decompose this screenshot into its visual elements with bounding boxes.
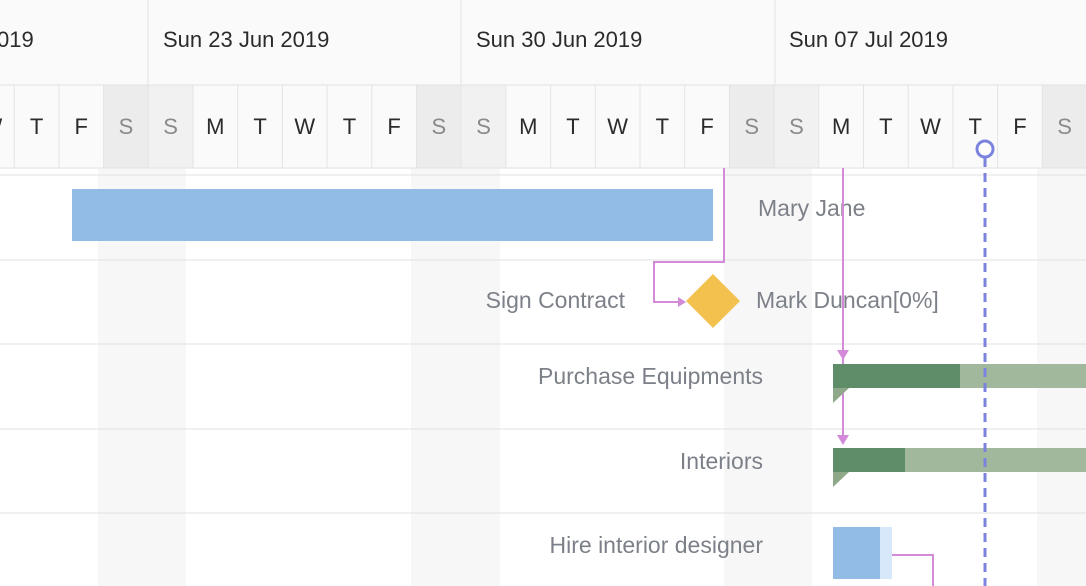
day-label: T [566,114,579,139]
day-label: S [744,114,759,139]
weekend-header [774,85,819,168]
day-label: W [920,114,941,139]
day-label: T [253,114,266,139]
arrow-head [678,297,686,307]
day-label: S [476,114,491,139]
day-label: W [0,114,2,139]
day-label: T [969,114,982,139]
arrow-head [837,435,849,445]
resource-label: Mark Duncan[0%] [756,287,939,313]
task-progress [833,448,905,472]
day-label: M [519,114,537,139]
day-label: S [432,114,447,139]
week-label: 019 [0,27,34,52]
day-label: F [1013,114,1026,139]
weekend-header [416,85,462,168]
weekend-band [724,168,812,586]
weekend-header [148,85,193,168]
weekend-header [1042,85,1086,168]
week-label: Sun 30 Jun 2019 [476,27,642,52]
day-label: M [206,114,224,139]
dependency-link [653,168,725,303]
weekend-header [103,85,149,168]
task-label: Hire interior designer [550,532,764,558]
milestone[interactable] [686,274,740,328]
today-marker[interactable] [975,139,995,159]
weekend-header [729,85,775,168]
task-label: Sign Contract [486,287,626,313]
day-label: F [700,114,713,139]
day-label: T [879,114,892,139]
day-label: M [832,114,850,139]
task-label: Interiors [680,448,763,474]
week-label: Sun 07 Jul 2019 [789,27,948,52]
task-label: Purchase Equipments [538,363,763,389]
bar-tail [833,388,849,403]
task-progress [833,364,960,388]
dependency-link [892,554,934,586]
day-label: T [30,114,43,139]
day-label: T [656,114,669,139]
day-label: S [1057,114,1072,139]
day-label: S [789,114,804,139]
task-progress [833,527,880,579]
arrow-head [837,350,849,360]
week-label: Sun 23 Jun 2019 [163,27,329,52]
bar-tail [833,472,849,487]
day-label: F [387,114,400,139]
day-label: W [294,114,315,139]
weekend-header [461,85,506,168]
day-label: F [75,114,88,139]
day-label: W [607,114,628,139]
day-label: T [343,114,356,139]
task-bar[interactable] [72,189,713,241]
day-label: S [119,114,134,139]
day-label: S [163,114,178,139]
resource-label: Mary Jane [758,195,865,221]
